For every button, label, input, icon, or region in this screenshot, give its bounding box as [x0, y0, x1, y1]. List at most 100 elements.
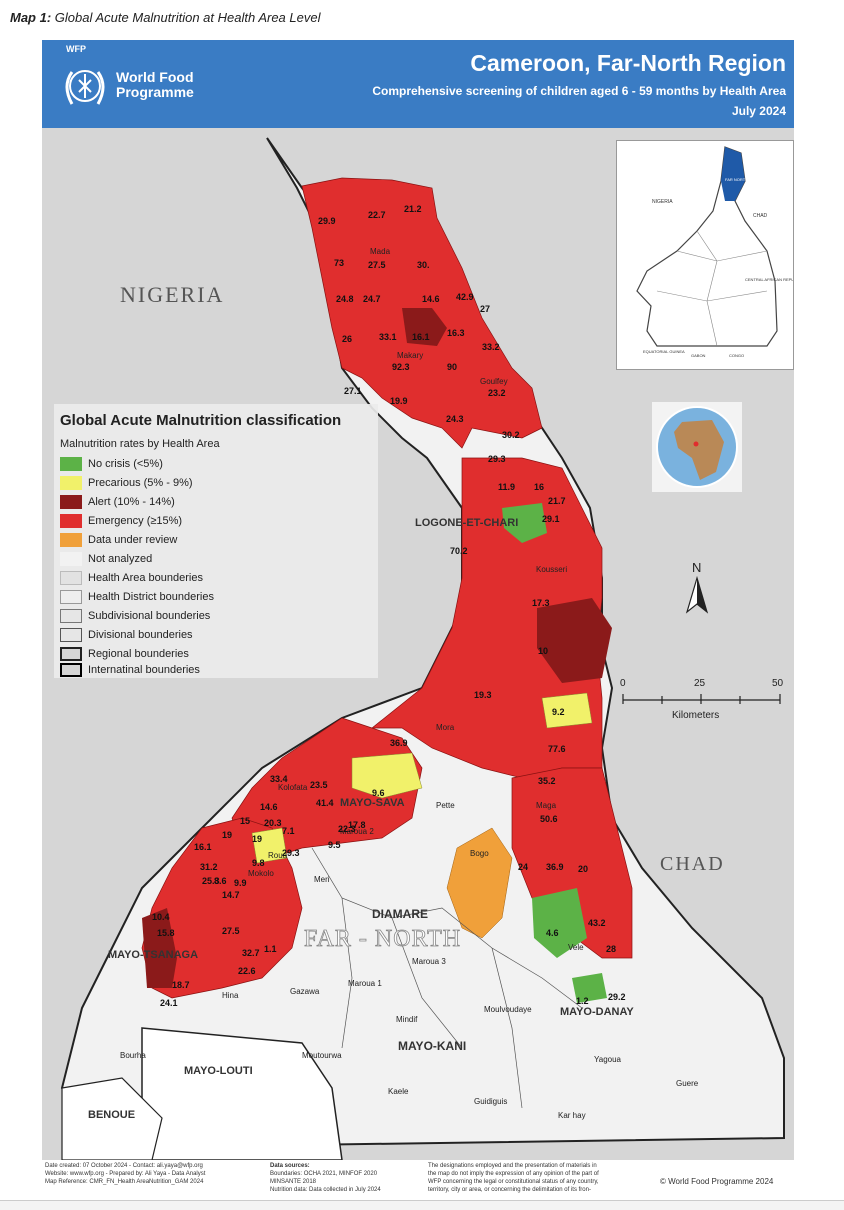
footer-line: WFP concerning the legal or constitution… [428, 1179, 599, 1185]
mayo-sava-emergency [231, 717, 423, 859]
inset-internal-lines [656, 230, 768, 347]
legend-label: No crisis (<5%) [88, 458, 163, 470]
rate-label: 33.4 [270, 774, 288, 784]
footer-copyright: © World Food Programme 2024 [660, 1177, 774, 1186]
place-label: Guidiguis [474, 1097, 507, 1106]
rate-label: 24.8 [336, 294, 354, 304]
place-label: Makary [397, 351, 423, 360]
precarious-zone-kolofata [351, 752, 423, 799]
wfp-abbr: WFP [66, 44, 86, 54]
rate-label: 19.3 [474, 690, 492, 700]
rate-label: 92.3 [392, 362, 410, 372]
inset-label: FAR NORTH [725, 177, 748, 182]
place-label: Goulfey [480, 377, 508, 386]
rate-label: 30.2 [502, 430, 520, 440]
rate-label: 41.4 [316, 798, 334, 808]
rate-label: 29.3 [282, 848, 300, 858]
footer-line: the map do not imply the expression of a… [428, 1171, 599, 1177]
legend-label: Not analyzed [88, 553, 153, 565]
label-mayo-tsanaga: MAYO-TSANAGA [108, 949, 198, 961]
globe-icon [656, 406, 738, 488]
rate-label: 8.6 [214, 876, 227, 886]
place-label: Maroua 3 [412, 957, 446, 966]
rate-label: 10.4 [152, 912, 170, 922]
legend-label: Emergency (≥15%) [88, 515, 183, 527]
rate-label: 42.9 [456, 292, 474, 302]
precarious-zone-mora [541, 692, 593, 729]
rate-label: 21.2 [404, 204, 422, 214]
rate-label: 25.3 [202, 876, 220, 886]
place-label: Moulvoudaye [484, 1005, 532, 1014]
rate-label: 77.6 [548, 744, 566, 754]
no-crisis-zone-south [572, 973, 607, 1003]
rate-label: 10 [538, 646, 548, 656]
alert-zone-kousseri [537, 598, 612, 683]
rate-label: 29.3 [488, 454, 506, 464]
rate-label: 14.6 [260, 802, 278, 812]
globe-locator [652, 402, 742, 492]
place-labels: Mada Makary Goulfey Kousseri Mora Kolofa… [120, 247, 699, 1120]
place-label: Kaele [388, 1087, 409, 1096]
inset-map-canvas: NIGERIA CHAD CENTRAL AFRICAN REPUBLIC EQ… [636, 146, 793, 358]
label-chad: CHAD [660, 853, 725, 875]
benoue-area [61, 1077, 163, 1160]
rate-label: 22.6 [238, 966, 256, 976]
alert-zone-makary [402, 308, 447, 346]
place-label: Meri [314, 875, 330, 884]
rate-label: 15.8 [157, 928, 175, 938]
inset-label: CENTRAL AFRICAN REPUBLIC [745, 277, 793, 282]
rate-label: 27 [480, 304, 490, 314]
rate-label: 30. [417, 260, 430, 270]
rate-label: 23.5 [310, 780, 328, 790]
rate-label: 73 [334, 258, 344, 268]
footer-disclaimer: The designations employed and the presen… [428, 1162, 653, 1194]
label-logone-et-chari: LOGONE-ET-CHARI [415, 517, 518, 529]
rate-label: 32.7 [242, 948, 260, 958]
legend-swatch [60, 533, 82, 547]
north-label: N [692, 560, 701, 575]
legend-swatch [60, 590, 82, 604]
scale-tick-label: 50 [772, 678, 784, 689]
footer-line: territory, city or area, or concerning t… [428, 1187, 591, 1193]
label-mayo-danay: MAYO-DANAY [560, 1006, 634, 1018]
place-label: Hina [222, 991, 239, 1000]
rate-label: 9.9 [234, 878, 247, 888]
rate-label: 14.7 [222, 890, 240, 900]
footer-line: The designations employed and the presen… [428, 1163, 597, 1169]
map-frame: WFP World Food Programme Cameroon, Far-N… [42, 40, 794, 1160]
rate-label: 29.1 [542, 514, 560, 524]
footer-line: Map Reference: CMR_FN_Health AreaNutriti… [45, 1179, 204, 1185]
rate-label: 29.9 [318, 216, 336, 226]
rate-label: 18.7 [172, 980, 190, 990]
rate-label: 90 [447, 362, 457, 372]
footer-line: Date created: 07 October 2024 - Contact:… [45, 1163, 203, 1169]
alert-zone-west [142, 908, 177, 988]
legend-label: Regional bounderies [88, 648, 189, 660]
place-label: Pette [436, 801, 455, 810]
rate-label: 15 [240, 816, 250, 826]
rate-label: 36.9 [546, 862, 564, 872]
legend-label: Divisional bounderies [88, 629, 193, 641]
inset-label: GABON [691, 353, 706, 358]
rate-label: 1.2 [576, 996, 589, 1006]
map-date: July 2024 [731, 104, 786, 118]
no-crisis-zone-maga [532, 888, 587, 958]
place-label: Moutourwa [302, 1051, 342, 1060]
scale-tick-label: 0 [620, 678, 626, 689]
rate-label: 21.7 [548, 496, 566, 506]
label-far-north: FAR - NORTH [304, 926, 461, 952]
rate-label: 28 [606, 944, 616, 954]
place-label: Mada [370, 247, 391, 256]
place-label: Maroua 1 [348, 979, 382, 988]
scale-tick-label: 25 [694, 678, 706, 689]
place-label: Bogo [470, 849, 489, 858]
rate-label: 4.6 [546, 928, 559, 938]
label-benoue: BENOUE [88, 1109, 135, 1121]
org-name: World Food Programme [116, 69, 194, 100]
footer-data-sources: Data sources: Boundaries: OCHA 2021, MIN… [270, 1162, 420, 1194]
north-arrow: N [682, 560, 712, 620]
footer-credits: Date created: 07 October 2024 - Contact:… [45, 1162, 260, 1186]
rate-label: 16.1 [194, 842, 212, 852]
place-label: Guere [676, 1079, 699, 1088]
legend-subtitle: Malnutrition rates by Health Area [60, 438, 220, 450]
